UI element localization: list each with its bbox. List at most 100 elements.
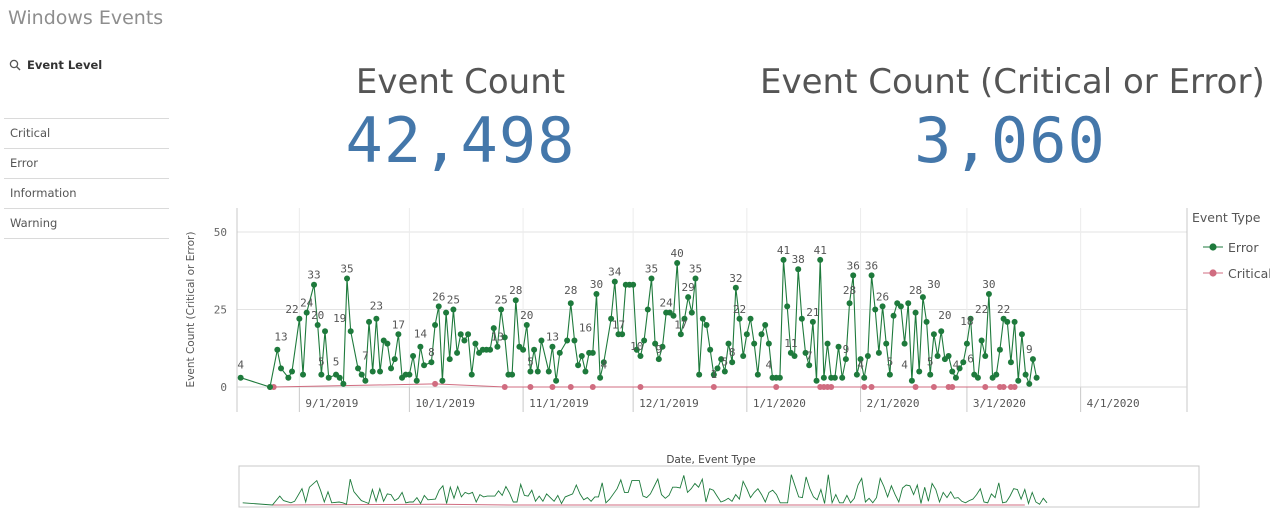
data-point-error: [1007, 359, 1014, 366]
kpi-event-count[interactable]: Event Count 42,498: [318, 62, 603, 177]
data-point-error: [267, 384, 274, 390]
data-label: 28: [564, 284, 577, 297]
data-point-critical: [828, 384, 835, 390]
data-point-error: [736, 315, 743, 322]
data-point-error: [729, 359, 736, 366]
data-label: 4: [901, 359, 908, 372]
data-point-error: [593, 291, 600, 297]
data-point-error: [417, 343, 424, 350]
data-point-critical: [549, 384, 556, 390]
legend-marker-icon: [1203, 269, 1223, 277]
data-point-error: [388, 365, 395, 372]
data-point-error: [681, 315, 688, 322]
data-point-critical: [589, 384, 596, 390]
data-label: 38: [792, 253, 805, 266]
data-point-error: [1026, 380, 1033, 387]
data-point-error: [589, 349, 596, 356]
data-point-error: [443, 309, 450, 316]
kpi-critical-error-count[interactable]: Event Count (Critical or Error) 3,060: [760, 62, 1265, 177]
data-point-error: [864, 353, 871, 359]
data-point-error: [875, 349, 882, 356]
data-label: 32: [729, 272, 742, 285]
event-level-filter-header[interactable]: Event Level: [0, 55, 170, 75]
data-point-error: [842, 356, 849, 363]
data-label: 13: [274, 331, 287, 344]
data-label: 9: [843, 343, 850, 356]
data-label: 4: [857, 359, 864, 372]
data-point-error: [637, 353, 644, 359]
data-label: 30: [927, 278, 940, 291]
data-label: 5: [527, 356, 534, 369]
data-point-error: [564, 337, 571, 344]
data-label: 13: [491, 331, 504, 344]
data-label: 8: [729, 346, 736, 359]
data-point-error: [237, 374, 244, 381]
data-point-error: [468, 371, 475, 378]
data-label: 22: [733, 303, 746, 316]
data-point-error: [318, 371, 325, 378]
data-label: 7: [362, 349, 369, 362]
filter-item-information[interactable]: Information: [4, 179, 169, 209]
data-point-error: [413, 377, 420, 384]
data-point-error: [802, 349, 809, 356]
data-point-error: [974, 374, 981, 381]
x-tick-label: 2/1/2020: [867, 397, 920, 410]
data-point-error: [520, 346, 527, 353]
data-label: 28: [843, 284, 856, 297]
data-point-error: [696, 371, 703, 378]
data-point-error: [512, 297, 519, 304]
filter-item-error[interactable]: Error: [4, 149, 169, 179]
data-label: 35: [645, 263, 658, 276]
data-point-error: [384, 340, 391, 347]
data-label: 10: [630, 340, 643, 353]
data-point-error: [1015, 377, 1022, 384]
data-point-error: [322, 328, 329, 335]
data-label: 35: [689, 263, 702, 276]
data-label: 11: [784, 337, 797, 350]
data-point-error: [582, 368, 589, 375]
legend-item-critical[interactable]: Critical: [1192, 260, 1270, 286]
data-point-error: [633, 346, 640, 353]
filter-item-warning[interactable]: Warning: [4, 209, 169, 239]
data-point-error: [571, 337, 578, 344]
range-navigator[interactable]: Date, Event Type: [238, 451, 1200, 509]
data-point-error: [699, 315, 706, 322]
data-point-error: [454, 349, 461, 356]
data-point-error: [1018, 331, 1025, 338]
filter-pane: Event Level Critical Error Information W…: [0, 55, 170, 239]
data-point-error: [549, 343, 556, 350]
data-label: 5: [927, 356, 934, 369]
kpi-title: Event Count (Critical or Error): [760, 62, 1265, 102]
filter-item-critical[interactable]: Critical: [4, 119, 169, 149]
data-label: 41: [777, 244, 790, 257]
legend-title: Event Type: [1192, 210, 1261, 225]
data-point-error: [839, 374, 846, 381]
data-point-error: [993, 371, 1000, 378]
data-point-critical: [501, 384, 508, 390]
data-point-error: [853, 371, 860, 378]
data-label: 25: [494, 294, 507, 307]
data-label: 41: [814, 244, 827, 257]
data-point-error: [432, 322, 439, 328]
data-point-error: [670, 312, 677, 319]
data-label: 17: [392, 318, 405, 331]
data-point-error: [340, 380, 347, 387]
data-point-error: [949, 368, 956, 375]
data-point-error: [377, 368, 384, 375]
data-point-error: [817, 256, 824, 263]
data-point-error: [710, 371, 717, 378]
search-icon: [9, 59, 21, 71]
legend-marker-icon: [1203, 243, 1223, 251]
navigator-title: Date, Event Type: [666, 454, 755, 466]
data-label: 34: [608, 266, 622, 279]
legend-item-error[interactable]: Error: [1192, 234, 1270, 260]
data-point-error: [912, 309, 919, 316]
data-point-error: [758, 331, 765, 338]
data-point-error: [923, 318, 930, 325]
data-point-error: [688, 309, 695, 316]
data-point-error: [465, 331, 472, 338]
data-point-critical: [1011, 384, 1018, 390]
event-line-chart[interactable]: 0 25 50 9/1/2019 10/1/2019 11/1/2019 12/1/2019…: [180, 205, 1190, 430]
data-point-error: [336, 374, 343, 381]
data-point-error: [608, 315, 615, 322]
